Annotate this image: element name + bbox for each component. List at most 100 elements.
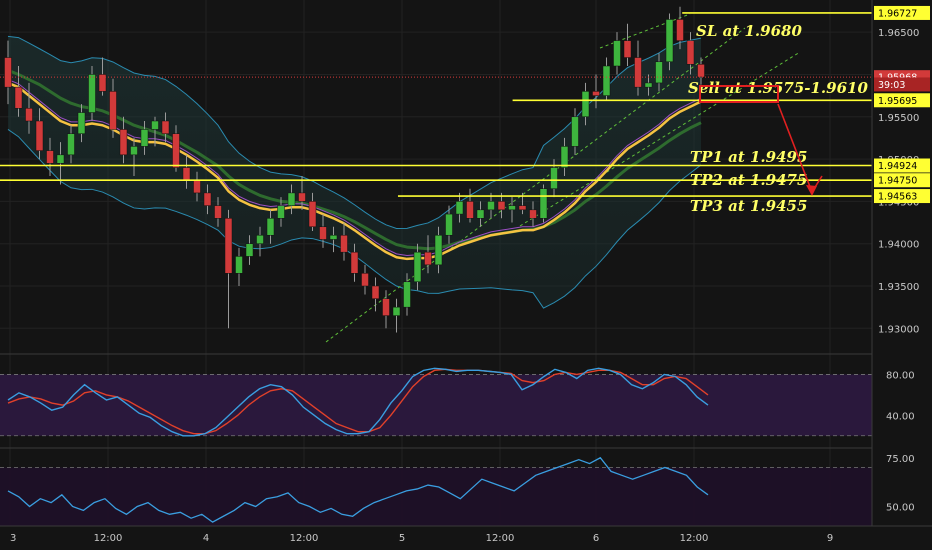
candle	[350, 243, 359, 282]
candle	[466, 188, 474, 223]
candle	[14, 66, 23, 117]
price-tag-box	[874, 5, 930, 20]
price-tag-label: 1.94750	[878, 176, 917, 187]
time-tick-label: 12:00	[290, 533, 319, 544]
price-tag: 39:03	[874, 77, 930, 92]
candle-body	[697, 64, 705, 78]
candle	[172, 125, 180, 172]
stoch-band	[0, 374, 872, 436]
candle	[308, 192, 317, 231]
candle-body	[119, 129, 128, 156]
candle	[497, 192, 506, 219]
candle	[161, 112, 170, 143]
candle	[529, 201, 537, 227]
price-tag-box	[874, 93, 930, 108]
candle-body	[634, 57, 642, 88]
candle	[413, 243, 422, 291]
price-tag-label: 1.94563	[878, 192, 917, 203]
candle-body	[245, 243, 254, 257]
candle-body	[151, 120, 159, 130]
candle	[665, 13, 674, 71]
price-tags: 1.967271.9596839:031.956951.949241.94750…	[874, 5, 930, 204]
candle	[214, 197, 222, 227]
candle-body	[676, 19, 684, 41]
trendline-channel	[325, 13, 801, 343]
candle-body	[686, 40, 695, 65]
candle-body	[403, 281, 411, 308]
tp2-annotation: TP2 at 1.9475	[690, 171, 807, 189]
candle	[403, 273, 411, 316]
price-tag-box	[874, 173, 930, 188]
price-tick-label: 1.96500	[878, 28, 919, 39]
candle	[697, 57, 705, 85]
price-tick-label: 1.95500	[878, 113, 919, 124]
candle	[4, 40, 12, 105]
stoch-tick-label: 40.00	[886, 411, 915, 422]
time-axis: 3 12:00 4 12:00 5 12:00 6 12:00 9	[0, 525, 932, 550]
candle	[256, 226, 264, 257]
candle-body	[487, 201, 495, 211]
time-tick-label: 4	[203, 533, 209, 544]
stoch-tick-label: 80.00	[886, 370, 915, 381]
candle-body	[25, 108, 33, 122]
candle	[634, 40, 642, 96]
candle-body	[455, 201, 464, 215]
candle	[371, 277, 380, 312]
time-tick-label: 9	[827, 533, 833, 544]
candle-body	[46, 150, 54, 164]
candle	[676, 6, 684, 50]
time-tick-label: 12:00	[486, 533, 515, 544]
candle-body	[445, 213, 453, 236]
osc-tick-label: 50.00	[886, 503, 915, 514]
candle	[329, 226, 338, 253]
level-lines	[0, 12, 872, 197]
candle-body	[329, 234, 338, 240]
candle	[46, 137, 54, 176]
candle	[340, 222, 348, 261]
price-tag: 1.96727	[874, 5, 930, 20]
candle-body	[476, 209, 485, 219]
candle-body	[203, 192, 212, 206]
candle-body	[182, 167, 191, 181]
candle	[539, 184, 548, 223]
candle	[392, 298, 401, 333]
sell-zone-box	[699, 85, 779, 103]
osc-tick-label: 75.00	[886, 454, 915, 465]
candle-body	[35, 120, 44, 151]
candle-body	[298, 192, 306, 202]
candle-body	[550, 167, 558, 189]
candle-body	[581, 91, 590, 118]
candle-body	[14, 86, 23, 109]
time-axis-background	[0, 526, 932, 550]
time-tick-label: 6	[593, 533, 599, 544]
candle-body	[497, 201, 506, 211]
price-tag: 1.94924	[874, 158, 930, 173]
candle-body	[623, 40, 632, 58]
candle	[361, 264, 369, 295]
candle-body	[424, 251, 432, 266]
candle	[245, 235, 254, 265]
candlestick-series	[4, 6, 705, 333]
candle-body	[602, 65, 611, 96]
candle	[487, 192, 495, 219]
price-tag: 1.94563	[874, 189, 930, 204]
candle-body	[665, 19, 674, 63]
price-tick-label: 1.94000	[878, 240, 919, 251]
oscillator-line	[7, 456, 709, 523]
candle	[130, 137, 138, 176]
candle	[319, 214, 327, 248]
level-annotations: SL at 1.9680 Sell at 1.9575-1.9610 TP1 a…	[688, 22, 868, 215]
candle	[119, 116, 128, 164]
candle	[508, 197, 516, 223]
projection-arrow	[699, 85, 823, 196]
candle	[602, 57, 611, 100]
time-tick-label: 12:00	[680, 533, 709, 544]
candle	[109, 78, 117, 138]
candle-body	[392, 306, 401, 316]
candle-body	[350, 251, 359, 274]
price-tag: 1.95695	[874, 93, 930, 108]
candle	[203, 184, 212, 215]
candle-body	[98, 74, 107, 92]
candle-body	[371, 285, 380, 299]
price-tag-box	[874, 189, 930, 204]
